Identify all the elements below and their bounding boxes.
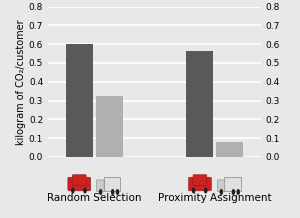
Circle shape [237,190,239,194]
Bar [216,141,243,157]
Y-axis label: kilogram of CO₂/customer: kilogram of CO₂/customer [16,19,26,145]
FancyBboxPatch shape [68,177,91,191]
Bar [187,51,213,157]
FancyBboxPatch shape [193,175,207,185]
Circle shape [112,190,114,194]
Circle shape [220,190,222,194]
Circle shape [193,188,195,193]
Bar [66,44,93,157]
FancyBboxPatch shape [72,175,86,185]
FancyBboxPatch shape [97,180,104,192]
Circle shape [205,188,207,193]
Circle shape [84,188,86,193]
Circle shape [100,190,102,194]
Bar [96,96,123,157]
FancyBboxPatch shape [104,177,120,191]
Circle shape [116,190,119,194]
FancyBboxPatch shape [217,180,225,192]
Circle shape [232,190,234,194]
Circle shape [72,188,74,193]
FancyBboxPatch shape [189,177,211,191]
FancyBboxPatch shape [224,177,241,191]
